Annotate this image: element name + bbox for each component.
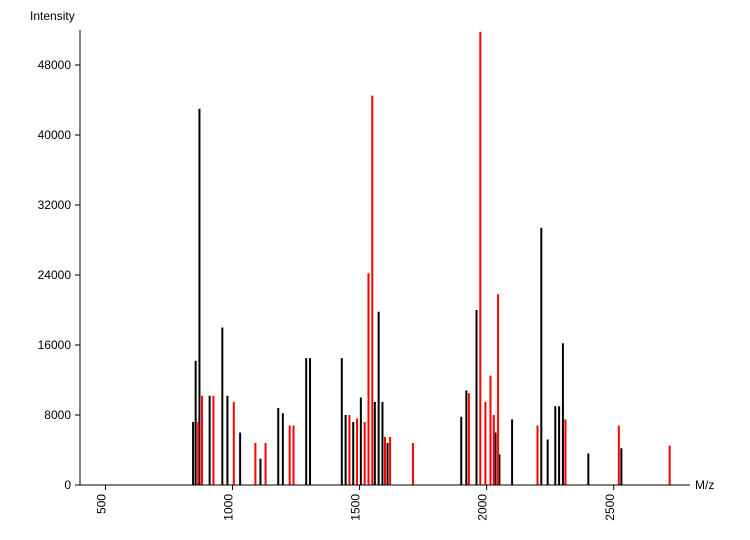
spectrum-peak bbox=[378, 312, 380, 485]
y-tick-label: 0 bbox=[64, 478, 71, 492]
spectrum-peak bbox=[511, 419, 513, 485]
spectrum-peak bbox=[195, 361, 197, 485]
spectrum-peak bbox=[282, 413, 284, 485]
spectrum-peak bbox=[309, 358, 311, 485]
spectrum-peak bbox=[537, 426, 539, 486]
y-tick-label: 8000 bbox=[44, 408, 71, 422]
x-tick-label: 2000 bbox=[476, 494, 490, 521]
spectrum-peak bbox=[341, 358, 343, 485]
chart-svg: 0 8000 16000 24000 32000 40000 48000 500 1000 150… bbox=[0, 0, 750, 540]
spectrum-peak bbox=[226, 396, 228, 485]
spectrum-peak bbox=[493, 415, 495, 485]
y-tick-label: 48000 bbox=[38, 58, 72, 72]
spectrum-peak bbox=[197, 422, 199, 485]
spectrum-peak bbox=[374, 402, 376, 485]
spectrum-peak bbox=[558, 406, 560, 485]
spectrum-peak bbox=[293, 426, 295, 486]
spectrum-peak bbox=[364, 422, 366, 485]
spectrum-peak bbox=[618, 426, 620, 486]
spectrum-peak bbox=[233, 402, 235, 485]
spectrum-peak bbox=[289, 426, 291, 486]
spectrum-peak bbox=[221, 328, 223, 486]
spectrum-peak bbox=[371, 96, 373, 485]
spectrum-peak bbox=[259, 459, 261, 485]
y-tick-label: 32000 bbox=[38, 198, 72, 212]
spectrum-peak bbox=[587, 454, 589, 486]
spectrum-peak bbox=[265, 443, 267, 485]
spectrum-peak bbox=[468, 393, 470, 485]
spectrum-peak bbox=[489, 376, 491, 485]
y-tick-label: 40000 bbox=[38, 128, 72, 142]
spectrum-peak bbox=[495, 433, 497, 486]
spectrum-peak bbox=[484, 402, 486, 485]
spectrum-peak bbox=[352, 422, 354, 485]
spectrum-peak bbox=[305, 358, 307, 485]
spectrum-peak bbox=[209, 396, 211, 485]
spectrum-peak bbox=[360, 398, 362, 486]
spectrum-peak bbox=[345, 415, 347, 485]
x-tick-label: 1000 bbox=[222, 494, 236, 521]
spectrum-peak bbox=[476, 310, 478, 485]
spectrum-peak bbox=[465, 391, 467, 486]
spectrum-peak bbox=[479, 32, 481, 485]
x-tick-label: 2500 bbox=[603, 494, 617, 521]
spectrum-peak bbox=[212, 396, 214, 485]
spectrum-peak bbox=[367, 273, 369, 485]
spectrum-peak bbox=[460, 417, 462, 485]
spectrum-peak bbox=[381, 402, 383, 485]
spectrum-peak bbox=[564, 419, 566, 485]
spectrum-peak bbox=[348, 415, 350, 485]
x-tick-label: 1500 bbox=[349, 494, 363, 521]
spectrum-peak bbox=[387, 443, 389, 485]
spectrum-peak bbox=[356, 419, 358, 486]
spectrum-peak bbox=[547, 440, 549, 486]
y-axis-label: Intensity bbox=[30, 9, 75, 23]
x-axis-label: M/z bbox=[695, 478, 714, 492]
spectrum-peak bbox=[554, 406, 556, 485]
spectrum-peak bbox=[562, 343, 564, 485]
y-tick-label: 16000 bbox=[38, 338, 72, 352]
y-tick-label: 24000 bbox=[38, 268, 72, 282]
spectrum-peak bbox=[254, 443, 256, 485]
spectrum-peak bbox=[277, 408, 279, 485]
x-tick-label: 500 bbox=[94, 494, 108, 514]
spectrum-peak bbox=[389, 437, 391, 485]
spectrum-peak bbox=[669, 446, 671, 485]
spectrum-peak bbox=[497, 294, 499, 485]
spectrum-peak bbox=[384, 437, 386, 485]
spectrum-peak bbox=[540, 228, 542, 485]
spectrum-peak bbox=[201, 396, 203, 485]
spectrum-peak bbox=[620, 448, 622, 485]
spectrum-chart: 0 8000 16000 24000 32000 40000 48000 500 1000 150… bbox=[0, 0, 750, 540]
spectrum-peak bbox=[412, 443, 414, 485]
spectrum-peak bbox=[239, 433, 241, 486]
spectrum-peak bbox=[192, 422, 194, 485]
